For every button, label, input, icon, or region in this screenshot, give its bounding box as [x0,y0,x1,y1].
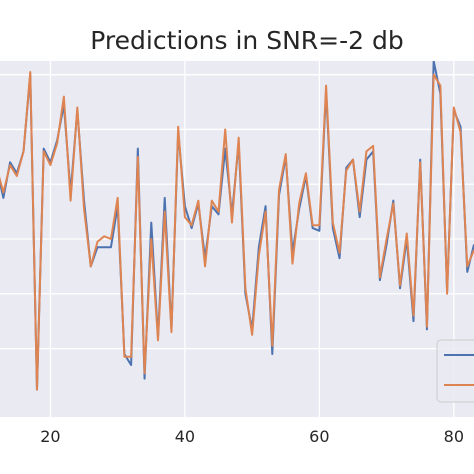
x-tick-label: 40 [175,427,195,446]
chart-title: Predictions in SNR=-2 db [90,26,403,55]
x-tick-label: 60 [309,427,329,446]
x-tick-labels: 20 40 60 80 [40,427,464,446]
x-tick-label: 20 [40,427,60,446]
x-tick-label: 80 [444,427,464,446]
series-2-line [0,70,474,391]
legend-box [436,339,474,403]
legend [436,339,474,403]
series-lines [0,61,474,391]
